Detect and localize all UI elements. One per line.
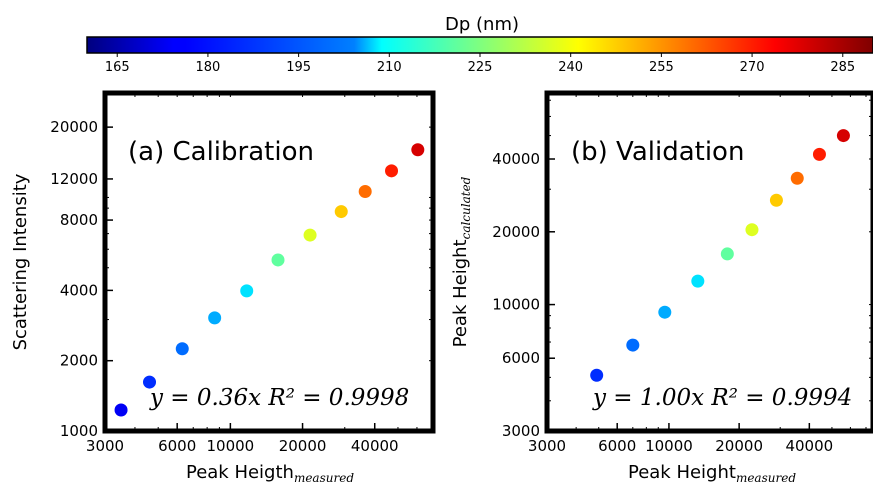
data-point-calibration [175, 342, 189, 356]
equation-calibration: y = 0.36x R² = 0.9998 [149, 385, 409, 411]
data-point-validation [745, 223, 759, 237]
data-point-calibration [208, 311, 222, 325]
colorbar-tick-label: 180 [196, 60, 221, 75]
y-tick-label-calibration: 1000 [60, 422, 98, 440]
x-axis-label-calibration: Peak Heigthmeasured [186, 462, 354, 485]
data-point-calibration [143, 375, 157, 389]
y-axis-label-calibration: Scattering Intensity [10, 173, 31, 350]
colorbar-ticks: 165 180 195 210 225 240 255 270 285 [105, 53, 855, 75]
data-point-validation [720, 247, 734, 261]
panel-title-validation: (b) Validation [571, 137, 744, 167]
x-tick-label-validation: 40000 [785, 437, 833, 455]
x-tick-label-calibration: 40000 [351, 437, 399, 455]
panel-title-calibration: (a) Calibration [128, 137, 314, 167]
colorbar-tick-label: 225 [468, 60, 493, 75]
equation-validation: y = 1.00x R² = 0.9994 [592, 385, 852, 411]
colorbar-tick-label: 255 [649, 60, 674, 75]
x-tick-label-validation: 6000 [598, 437, 636, 455]
data-point-calibration [240, 284, 254, 298]
data-point-validation [769, 193, 783, 207]
x-tick-label-calibration: 10000 [207, 437, 255, 455]
panel-calibration: 3000 6000 10000 20000 40000 1000 2000 4000 8000 1… [10, 90, 436, 485]
y-tick-label-calibration: 4000 [60, 281, 98, 299]
y-axis-label-validation: Peak Heightcalculated [450, 176, 473, 347]
panel-validation: 3000 6000 10000 20000 40000 3000 6000 10000 2000… [450, 90, 873, 485]
data-point-validation [626, 338, 640, 352]
data-point-validation [790, 171, 804, 185]
colorbar-gradient [86, 36, 873, 54]
colorbar-tick-label: 240 [558, 60, 583, 75]
data-point-calibration [271, 253, 285, 267]
y-tick-label-calibration: 2000 [60, 352, 98, 370]
y-tick-label-calibration: 20000 [50, 118, 98, 136]
y-tick-label-validation: 6000 [502, 349, 540, 367]
plot-frame-validation [544, 90, 873, 434]
data-point-validation [836, 129, 850, 143]
data-point-validation [691, 274, 705, 288]
x-tick-label-calibration: 20000 [279, 437, 327, 455]
data-point-calibration [114, 403, 128, 417]
x-tick-label-validation: 3000 [528, 437, 566, 455]
data-point-calibration [358, 185, 372, 199]
y-tick-label-validation: 40000 [492, 150, 540, 168]
data-point-validation [812, 147, 826, 161]
x-tick-label-calibration: 6000 [158, 437, 196, 455]
colorbar: Dp (nm) 165 180 195 210 225 240 255 270 285 [86, 14, 873, 75]
x-tick-label-validation: 20000 [715, 437, 763, 455]
y-tick-label-validation: 10000 [492, 296, 540, 314]
colorbar-tick-label: 270 [740, 60, 765, 75]
x-tick-label-calibration: 3000 [86, 437, 124, 455]
colorbar-tick-label: 195 [286, 60, 311, 75]
data-point-calibration [385, 164, 399, 178]
colorbar-tick-label: 165 [105, 60, 130, 75]
data-point-calibration [303, 228, 317, 242]
colorbar-tick-label: 285 [830, 60, 855, 75]
y-tick-label-calibration: 12000 [50, 170, 98, 188]
y-tick-label-validation: 20000 [492, 223, 540, 241]
plot-frame-calibration [102, 90, 436, 434]
data-point-calibration [411, 143, 425, 157]
data-point-calibration [334, 205, 348, 219]
data-point-validation [590, 368, 604, 382]
x-tick-label-validation: 10000 [645, 437, 693, 455]
y-tick-label-calibration: 8000 [60, 211, 98, 229]
data-point-validation [658, 305, 672, 319]
colorbar-tick-label: 210 [377, 60, 402, 75]
colorbar-label: Dp (nm) [445, 14, 519, 35]
y-tick-label-validation: 3000 [502, 422, 540, 440]
x-axis-label-validation: Peak Heightmeasured [628, 462, 796, 485]
